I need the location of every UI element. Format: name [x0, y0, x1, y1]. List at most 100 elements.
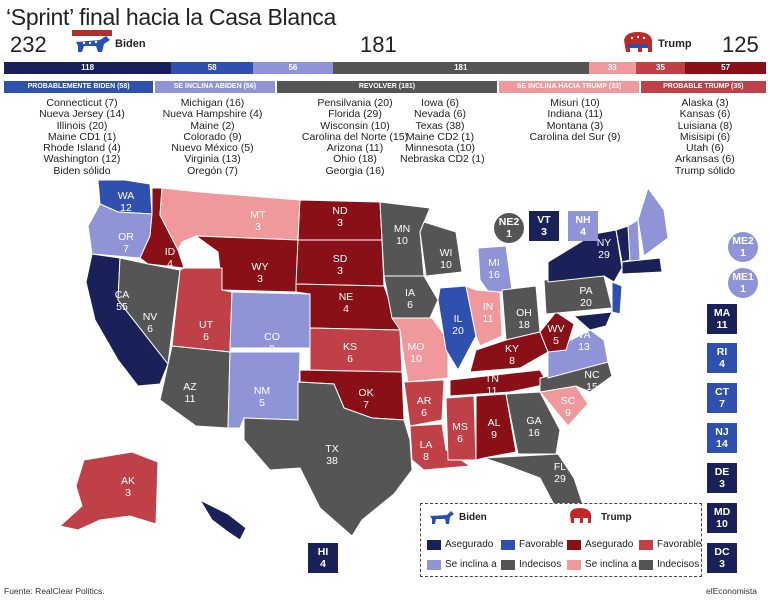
legend-biden-indecisos: Indecisos: [519, 559, 562, 570]
state-ev: 8: [423, 451, 429, 463]
state-box-abbr: VT: [537, 214, 551, 226]
state-ev: 18: [518, 319, 530, 331]
state-label: OK: [358, 387, 373, 399]
donkey-icon: [72, 30, 112, 52]
legend-biden-asegurado: Asegurado: [445, 539, 494, 550]
list-item: Washington (12): [43, 153, 121, 166]
state-ev: 16: [488, 269, 500, 281]
state-ma: [621, 257, 663, 275]
state-box-ev: 1: [506, 228, 512, 240]
state-ar: [403, 379, 445, 427]
list-item: Oregón (7): [187, 164, 238, 177]
list-item: Connecticut (7): [46, 97, 118, 109]
swatch-trump-inclina: [567, 560, 581, 570]
state-label: OH: [516, 307, 532, 319]
state-label: NE: [339, 291, 354, 303]
state-box-abbr: NH: [575, 214, 591, 226]
state-box-ev: 4: [580, 226, 586, 238]
state-label: SC: [561, 395, 576, 407]
state-hi: [198, 498, 247, 541]
category-header: SE INCLINA HACIA TRUMP (33): [499, 81, 639, 93]
state-wv: [539, 311, 575, 353]
state-label: NC: [584, 369, 600, 381]
legend-trump-asegurado: Asegurado: [585, 539, 634, 550]
state-label: WY: [252, 261, 269, 273]
category-header: REVOLVER (181): [276, 81, 498, 93]
list-item: Misuri (10): [550, 97, 600, 109]
list-item: Michigan (16): [180, 97, 245, 109]
list-probable-biden: Connecticut (7) Nueva Jersey (14) Illinois…: [22, 97, 142, 177]
state-box-ev: 11: [716, 319, 728, 331]
list-item: Florida (29): [328, 108, 382, 121]
state-ev: 55: [116, 301, 128, 313]
state-label: NY: [597, 237, 612, 249]
list-item: Colorado (9): [183, 130, 242, 143]
state-ev: 6: [407, 299, 413, 311]
state-label: PA: [579, 285, 592, 297]
bar-segment: 58: [171, 62, 254, 74]
list-item: Minnesota (10): [404, 142, 476, 155]
state-box-abbr: RI: [716, 346, 728, 358]
list-item: Georgia (16): [325, 164, 385, 177]
state-ev: 10: [440, 259, 452, 271]
swatch-biden-indecisos: [501, 560, 515, 570]
state-ev: 3: [125, 487, 131, 499]
trump-total: 125: [722, 32, 759, 57]
list-item: Wisconsin (10): [320, 119, 390, 132]
swatch-trump-favorable: [639, 540, 653, 550]
list-item: Nuevo México (5): [171, 142, 254, 155]
state-label: WA: [118, 190, 135, 202]
category-header: PROBABLE TRUMP (35): [640, 81, 766, 93]
state-label: AL: [488, 417, 501, 429]
state-box-ev: 14: [716, 438, 728, 450]
state-box-ri: RI 4: [707, 343, 737, 373]
bar-segment: 118: [4, 62, 172, 74]
state-box-ev: 1: [740, 247, 746, 259]
state-box-abbr: MA: [713, 307, 731, 319]
state-ev: 6: [347, 353, 353, 365]
state-ev: 20: [580, 297, 592, 309]
category-header: PROBABLEMENTE BIDEN (58): [4, 81, 154, 93]
state-box-ct: CT 7: [707, 383, 737, 413]
list-item: Carolina del Sur (9): [529, 130, 621, 143]
state-ev: 4: [343, 303, 349, 315]
list-item: Trump sólido: [674, 164, 736, 177]
state-label: AR: [417, 395, 432, 407]
list-item: Pensilvania (20): [317, 97, 393, 109]
bar-segment: 57: [685, 62, 766, 74]
state-md: [572, 311, 613, 331]
bar-segment: 56: [253, 62, 333, 74]
state-box-ev: 10: [716, 518, 728, 530]
state-ev: 7: [123, 243, 129, 255]
state-nj: [611, 281, 623, 315]
state-box-abbr: CT: [715, 386, 729, 398]
state-mo: [391, 317, 449, 383]
state-box-ev: 3: [719, 558, 725, 570]
swatch-trump-indecisos: [639, 560, 653, 570]
state-label: IA: [405, 287, 415, 299]
state-ev: 4: [167, 258, 173, 270]
state-ev: 3: [337, 265, 343, 277]
state-ev: 11: [185, 393, 196, 405]
state-box-ev: 4: [719, 358, 725, 370]
elephant-icon: [624, 32, 652, 52]
state-label: NV: [143, 311, 158, 323]
state-me: [637, 186, 669, 257]
state-box-abbr: NE2: [498, 216, 520, 228]
state-label: AZ: [183, 381, 197, 393]
source-note: Fuente: RealClear Politics.: [4, 586, 105, 596]
state-box-ev: 3: [719, 478, 725, 490]
state-ev: 12: [120, 202, 132, 214]
list-probable-trump: Alaska (3) Kansas (6) Luisiana (8) Misisipi…: [660, 97, 750, 177]
state-box-nh: NH 4: [568, 211, 598, 241]
list-item: Nueva Hampshire (4): [162, 108, 263, 121]
state-box-me2: ME2 1: [728, 232, 758, 262]
state-box-md: MD 10: [707, 503, 737, 533]
list-item: Montana (3): [546, 119, 604, 132]
legend-trump-inclina: Se inclina a: [585, 559, 637, 570]
state-label: OR: [118, 231, 134, 243]
state-box-hi: HI 4: [308, 543, 338, 573]
donkey-icon: [430, 511, 454, 524]
state-tn: [449, 369, 549, 397]
